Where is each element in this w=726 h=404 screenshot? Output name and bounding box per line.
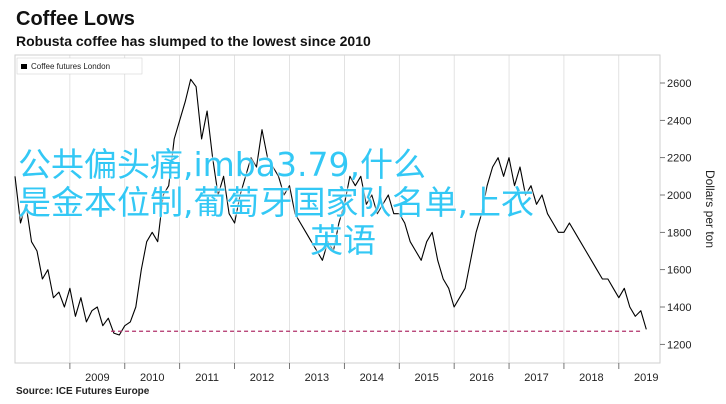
- y-axis-label: Dollars per ton: [703, 170, 717, 248]
- y-tick-label: 1200: [667, 339, 691, 351]
- x-tick-label: 2017: [524, 372, 548, 384]
- y-tick-label: 2400: [667, 115, 691, 127]
- x-tick-label: 2012: [250, 372, 274, 384]
- y-tick-label: 2200: [667, 153, 691, 165]
- price-series-line: [14, 78, 647, 336]
- y-tick-label: 1800: [667, 227, 691, 239]
- legend-box: [16, 57, 143, 75]
- plot-area: [14, 54, 661, 364]
- x-tick-label: 2010: [140, 372, 164, 384]
- series-layer: [14, 78, 647, 336]
- legend-label: Coffee futures London: [31, 62, 110, 71]
- x-tick-label: 2013: [305, 372, 329, 384]
- x-tick-label: 2018: [579, 372, 603, 384]
- x-tick-label: 2009: [85, 372, 109, 384]
- x-tick-label: 2016: [469, 372, 493, 384]
- y-tick-label: 1400: [667, 302, 691, 314]
- x-tick-label: 2019: [634, 372, 658, 384]
- y-tick-label: 2600: [667, 78, 691, 90]
- x-tick-label: 2014: [360, 372, 384, 384]
- y-tick-label: 2000: [667, 190, 691, 202]
- chart-subtitle: Robusta coffee has slumped to the lowest…: [16, 33, 371, 49]
- legend: Coffee futures London: [16, 57, 143, 75]
- x-tick-label: 2011: [195, 372, 219, 384]
- y-tick-label: 1600: [667, 265, 691, 277]
- axis-layer: 2009 2010 2011 2012 2013 2014 2015 2016 2017 2018…: [69, 78, 691, 384]
- x-tick-label: 2015: [414, 372, 438, 384]
- source-note: Source: ICE Futures Europe: [16, 386, 150, 397]
- chart-title: Coffee Lows: [16, 8, 135, 30]
- legend-swatch: [21, 64, 27, 69]
- grid-layer: [69, 55, 620, 363]
